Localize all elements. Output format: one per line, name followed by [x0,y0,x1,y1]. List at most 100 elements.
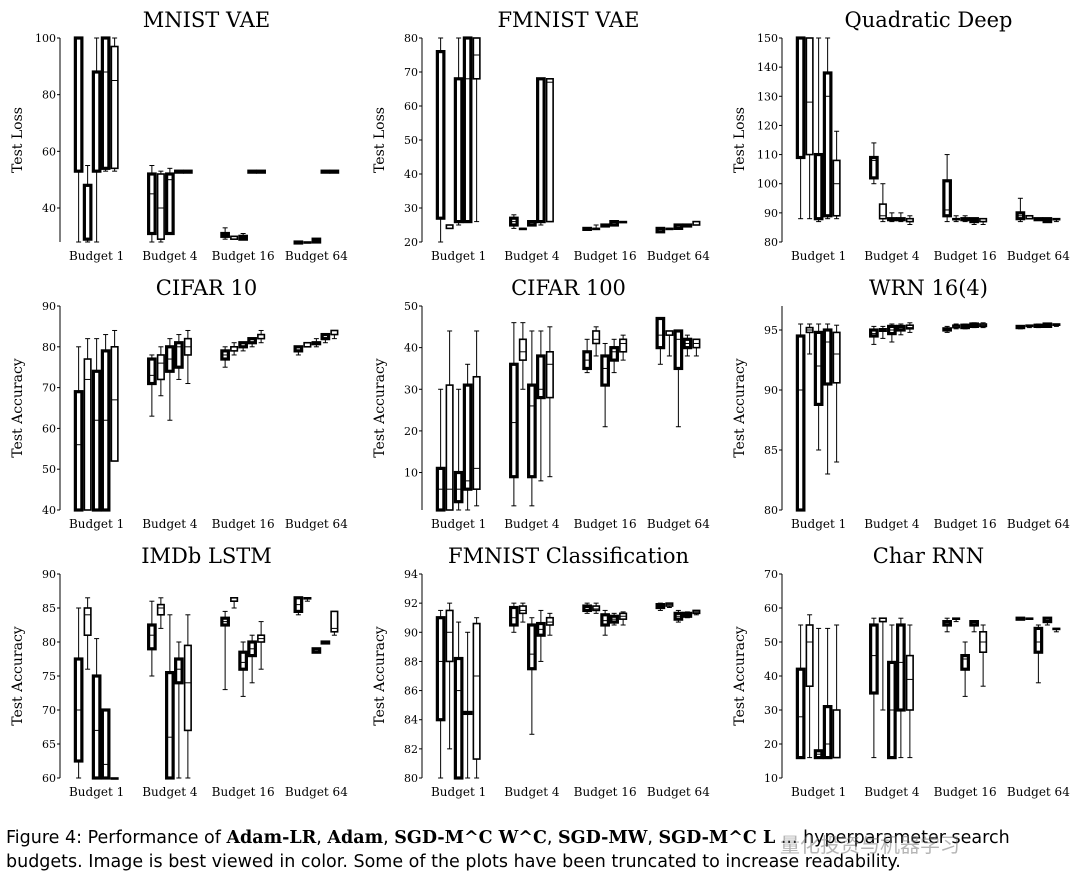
caption-line-2: budgets. Image is best viewed in color. … [6,852,901,872]
box-mark [896,324,906,332]
box-mark [100,36,111,170]
box-mark [832,331,841,384]
box-mark [110,346,119,462]
caption-method-5: SGD-M^C L [658,828,776,848]
box-mark [257,333,266,340]
y-tick-label: 50 [404,134,418,147]
chart-title: IMDb LSTM [141,544,272,568]
y-tick-label: 140 [757,61,778,74]
caption-sep-2: , [383,828,395,848]
box-mark [330,329,339,336]
y-tick-label: 150 [757,32,778,45]
box-mark [813,152,824,221]
y-tick-label: 50 [42,463,56,476]
y-tick-label: 95 [764,324,778,337]
chart-1: FMNIST VAE Test Loss 20 30 40 50 60 70 80 Budget … [372,8,710,263]
box-mark [795,667,806,760]
y-tick-label: 92 [404,597,418,610]
x-tick-label: Budget 16 [934,249,997,263]
box-mark [147,623,157,651]
box-mark [238,650,248,671]
chart-2: Quadratic Deep Test Loss 80 90 100 110 120 130 1… [732,8,1070,263]
x-tick-label: Budget 64 [285,517,348,531]
y-tick-label: 90 [764,207,778,220]
y-tick-label: 70 [404,66,418,79]
chart-title: FMNIST VAE [497,8,639,32]
box-mark [147,172,157,236]
caption-line-1: Figure 4: Performance of Adam-LR, Adam, … [6,826,1074,850]
box-mark [453,77,464,224]
y-tick-label: 30 [404,202,418,215]
box-mark [100,708,111,780]
box-mark [83,358,92,511]
box-mark [82,183,93,241]
y-tick-label: 20 [764,738,778,751]
box-mark [453,656,464,780]
box-mark [147,357,157,386]
box-mark [536,77,546,224]
y-tick-label: 80 [42,636,56,649]
box-mark [1033,626,1044,654]
caption-method-2: Adam [327,828,384,848]
x-tick-label: Budget 1 [791,785,846,799]
box-mark [518,338,527,361]
watermark-text: 量化投资与机器学习 [780,833,960,857]
box-mark [673,329,684,371]
x-tick-label: Budget 64 [285,249,348,263]
chart-4: CIFAR 100 Test Accuracy 10 20 30 40 50 Budget 1… [372,276,710,531]
y-tick-label: 40 [764,670,778,683]
box-mark [83,607,92,637]
caption-sep-4: , [647,828,659,848]
x-tick-label: Budget 16 [574,249,637,263]
y-tick-label: 100 [757,178,778,191]
box-mark [527,623,537,671]
y-tick-label: 30 [404,383,418,396]
x-tick-label: Budget 16 [934,785,997,799]
chart-title: CIFAR 10 [156,276,257,300]
box-mark [1042,616,1053,624]
box-mark [905,324,914,330]
y-tick-label: 60 [764,602,778,615]
y-tick-label: 90 [42,568,56,581]
chart-6: IMDb LSTM Test Accuracy 60 65 70 75 80 85 90 Budg… [10,544,348,799]
box-mark [174,657,184,685]
box-mark [655,226,666,234]
box-mark [91,70,102,173]
y-tick-label: 88 [404,655,418,668]
y-tick-label: 60 [42,145,56,158]
box-mark [832,159,841,217]
y-axis-label: Test Loss [372,107,388,173]
y-tick-label: 10 [764,772,778,785]
y-axis-label: Test Accuracy [732,626,748,725]
box-mark [472,622,481,760]
y-tick-label: 40 [42,202,56,215]
x-tick-label: Budget 4 [142,517,198,531]
box-mark [238,341,248,349]
box-mark [445,224,454,230]
y-tick-label: 65 [42,738,56,751]
box-mark [592,330,601,345]
y-tick-label: 60 [404,100,418,113]
box-mark [247,337,257,345]
y-tick-label: 40 [404,342,418,355]
box-mark [609,346,619,362]
y-axis-label: Test Accuracy [372,626,388,725]
box-mark [509,605,519,627]
x-tick-label: Budget 4 [864,785,920,799]
chart-8: Char RNN Test Accuracy 10 20 30 40 50 60 70 Budge… [732,544,1070,799]
box-mark [509,362,519,479]
x-tick-label: Budget 4 [504,517,560,531]
x-tick-label: Budget 1 [431,517,486,531]
chart-title: Char RNN [873,544,984,568]
x-tick-label: Budget 16 [212,249,275,263]
y-tick-label: 10 [404,467,418,480]
box-mark [91,369,102,512]
box-mark [527,383,537,479]
box-mark [822,705,833,760]
y-tick-label: 90 [42,300,56,313]
y-tick-label: 70 [42,704,56,717]
y-tick-label: 110 [757,149,778,162]
x-tick-label: Budget 16 [574,785,637,799]
x-tick-label: Budget 4 [504,249,560,263]
chart-title: WRN 16(4) [869,276,988,300]
